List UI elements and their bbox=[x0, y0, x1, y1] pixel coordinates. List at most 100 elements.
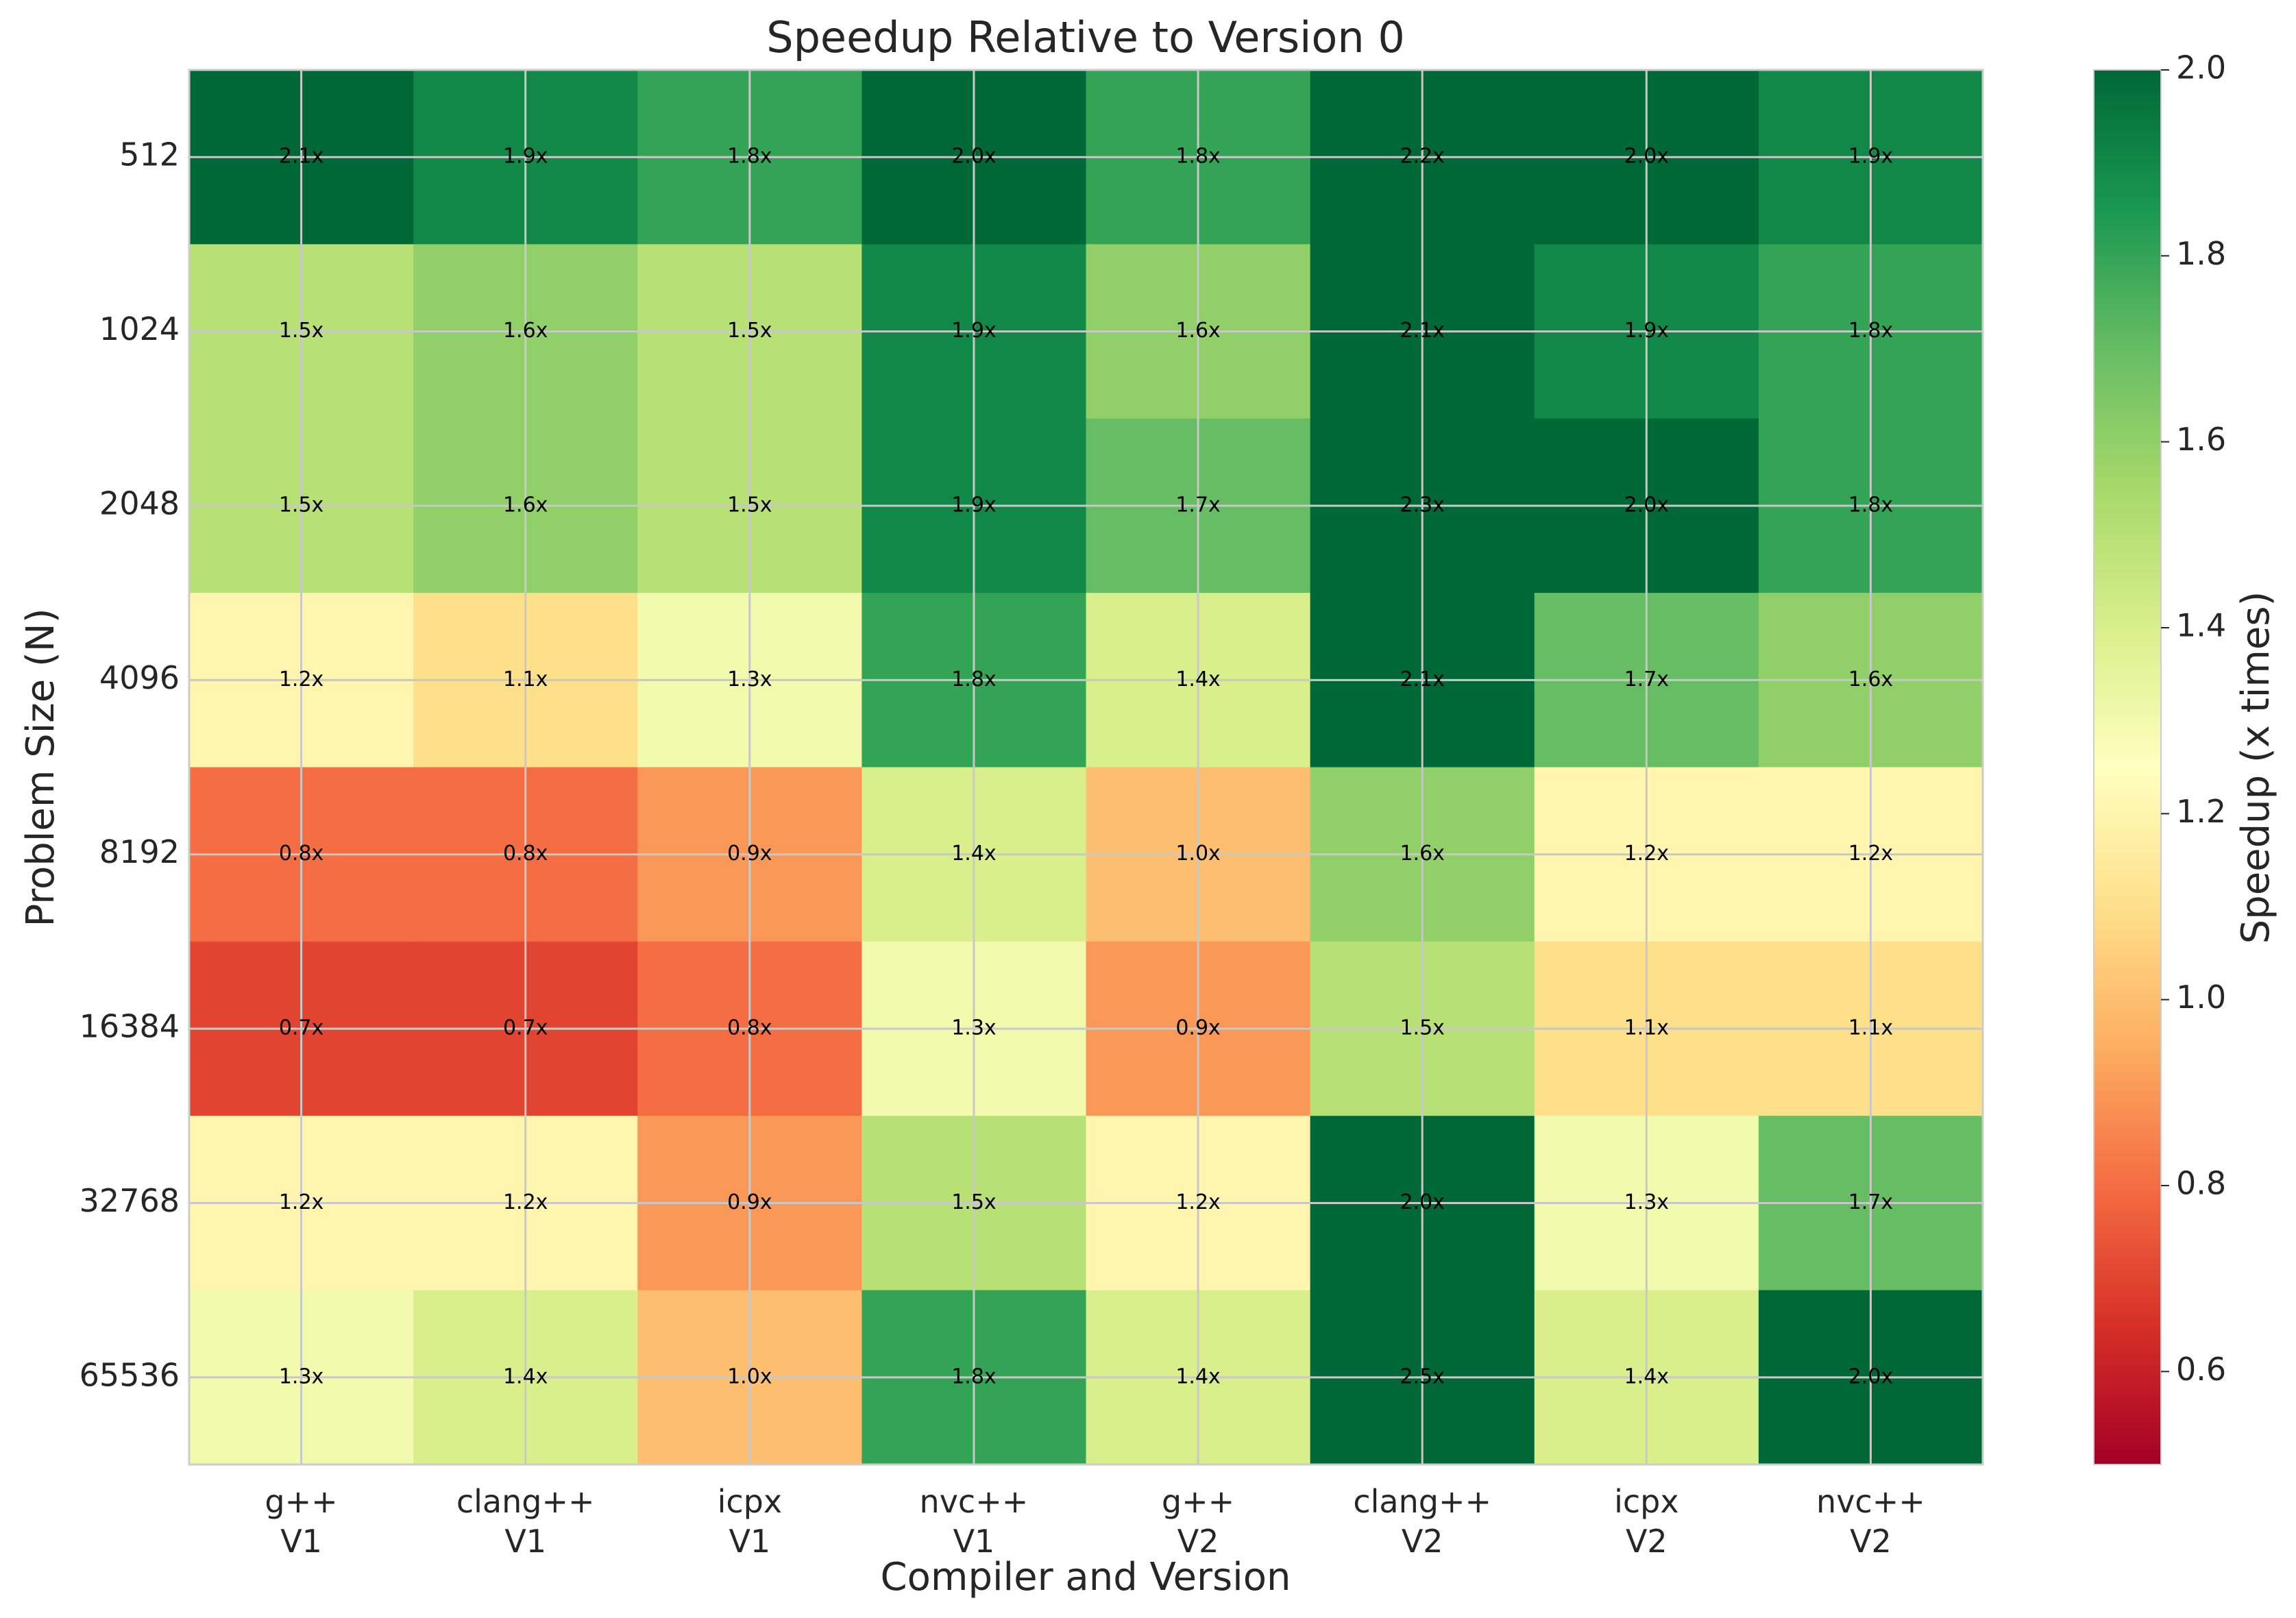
x-tick-label-compiler: clang++ bbox=[1353, 1483, 1491, 1520]
x-tick-label-version: V1 bbox=[280, 1523, 322, 1560]
y-tick-label: 2048 bbox=[99, 485, 180, 522]
x-tick-label-compiler: clang++ bbox=[456, 1483, 595, 1520]
cell-value-label: 1.7x bbox=[1624, 667, 1669, 691]
cell-value-label: 1.5x bbox=[279, 493, 323, 517]
y-tick-label: 65536 bbox=[80, 1356, 180, 1393]
colorbar-label: Speedup (x times) bbox=[2234, 591, 2278, 944]
y-tick-label: 32768 bbox=[80, 1182, 180, 1219]
cell-value-label: 1.6x bbox=[1400, 842, 1444, 866]
cell-value-label: 0.9x bbox=[727, 842, 772, 866]
cell-value-label: 1.4x bbox=[1624, 1364, 1669, 1388]
cell-value-label: 1.7x bbox=[1848, 1190, 1893, 1214]
x-tick-label-compiler: g++ bbox=[1162, 1483, 1234, 1520]
cell-value-label: 0.7x bbox=[503, 1016, 548, 1040]
colorbar-tick-label: 1.6 bbox=[2176, 421, 2226, 458]
cell-value-label: 0.9x bbox=[727, 1190, 772, 1214]
cell-value-label: 1.6x bbox=[503, 493, 548, 517]
chart-title: Speedup Relative to Version 0 bbox=[766, 12, 1405, 62]
cell-value-label: 1.9x bbox=[1848, 145, 1893, 169]
y-tick-label: 512 bbox=[119, 136, 180, 173]
cell-value-label: 1.7x bbox=[1175, 493, 1220, 517]
cell-value-label: 2.1x bbox=[1400, 319, 1444, 343]
x-axis-label: Compiler and Version bbox=[881, 1555, 1291, 1599]
cell-value-label: 2.0x bbox=[1848, 1364, 1893, 1388]
cell-value-label: 1.0x bbox=[727, 1364, 772, 1388]
cell-labels: 2.1x 1.9x 1.8x 2.0x 1.8x 2.2x 2.0x 1.9x 1.5x 1.6x… bbox=[279, 145, 1893, 1389]
cell-value-label: 1.0x bbox=[1175, 842, 1220, 866]
cell-value-label: 1.6x bbox=[1175, 319, 1220, 343]
colorbar-tick-label: 1.2 bbox=[2176, 793, 2226, 830]
cell-value-label: 1.2x bbox=[279, 667, 323, 691]
colorbar-tick-label: 0.8 bbox=[2176, 1165, 2226, 1202]
x-tick-label-version: V1 bbox=[729, 1523, 770, 1560]
colorbar bbox=[2093, 69, 2162, 1465]
cell-value-label: 2.1x bbox=[1400, 667, 1444, 691]
cell-value-label: 0.9x bbox=[1175, 1016, 1220, 1040]
cell-value-label: 1.8x bbox=[951, 667, 996, 691]
cell-value-label: 0.8x bbox=[503, 842, 548, 866]
y-tick-label: 4096 bbox=[99, 659, 180, 696]
x-tick-label-compiler: nvc++ bbox=[1816, 1483, 1925, 1520]
x-tick-label-version: V2 bbox=[1626, 1523, 1668, 1560]
cell-value-label: 1.9x bbox=[1624, 319, 1669, 343]
y-axis-ticks: 512 1024 2048 4096 8192 16384 32768 65536 bbox=[80, 136, 180, 1394]
cell-value-label: 1.1x bbox=[1624, 1016, 1669, 1040]
cell-value-label: 1.5x bbox=[727, 493, 772, 517]
x-tick-label-version: V2 bbox=[1402, 1523, 1443, 1560]
x-tick-label-version: V2 bbox=[1177, 1523, 1219, 1560]
cell-value-label: 1.4x bbox=[1175, 667, 1220, 691]
colorbar-tick-label: 0.6 bbox=[2176, 1351, 2226, 1388]
cell-value-label: 1.2x bbox=[1175, 1190, 1220, 1214]
cell-value-label: 1.8x bbox=[1848, 493, 1893, 517]
cell-value-label: 2.3x bbox=[1400, 493, 1444, 517]
cell-value-label: 1.6x bbox=[503, 319, 548, 343]
cell-value-label: 1.8x bbox=[727, 145, 772, 169]
x-tick-label-version: V1 bbox=[504, 1523, 546, 1560]
colorbar-tick-label: 2.0 bbox=[2176, 49, 2226, 86]
x-tick-label-compiler: nvc++ bbox=[920, 1483, 1029, 1520]
cell-value-label: 1.2x bbox=[1848, 842, 1893, 866]
heatmap-cells bbox=[189, 70, 1983, 1465]
plot-frame bbox=[188, 69, 1984, 1466]
cell-value-label: 1.8x bbox=[1848, 319, 1893, 343]
cell-value-label: 1.8x bbox=[1175, 145, 1220, 169]
cell-value-label: 1.5x bbox=[1400, 1016, 1444, 1040]
cell-value-label: 1.2x bbox=[1624, 842, 1669, 866]
x-tick-label-version: V1 bbox=[953, 1523, 995, 1560]
cell-value-label: 1.9x bbox=[951, 319, 996, 343]
cell-value-label: 0.7x bbox=[279, 1016, 323, 1040]
cell-value-label: 1.5x bbox=[279, 319, 323, 343]
colorbar-tick-label: 1.4 bbox=[2176, 607, 2226, 644]
y-tick-label: 1024 bbox=[99, 310, 180, 347]
x-tick-label-compiler: icpx bbox=[1614, 1483, 1679, 1520]
cell-value-label: 1.2x bbox=[279, 1190, 323, 1214]
cell-value-label: 1.4x bbox=[1175, 1364, 1220, 1388]
cell-value-label: 2.5x bbox=[1400, 1364, 1444, 1388]
cell-value-label: 2.2x bbox=[1400, 145, 1444, 169]
cell-value-label: 1.3x bbox=[279, 1364, 323, 1388]
cell-value-label: 1.1x bbox=[1848, 1016, 1893, 1040]
cell-value-label: 1.3x bbox=[1624, 1190, 1669, 1214]
cell-value-label: 1.5x bbox=[727, 319, 772, 343]
cell-value-label: 2.1x bbox=[279, 145, 323, 169]
y-axis-label: Problem Size (N) bbox=[19, 608, 63, 927]
cell-value-label: 1.3x bbox=[727, 667, 772, 691]
cell-value-label: 2.0x bbox=[1624, 145, 1669, 169]
cell-value-label: 1.6x bbox=[1848, 667, 1893, 691]
cell-value-label: 2.0x bbox=[1624, 493, 1669, 517]
cell-value-label: 1.3x bbox=[951, 1016, 996, 1040]
cell-value-label: 2.0x bbox=[1400, 1190, 1444, 1214]
colorbar-tick-label: 1.0 bbox=[2176, 979, 2226, 1016]
x-tick-label-version: V2 bbox=[1850, 1523, 1892, 1560]
cell-value-label: 1.4x bbox=[951, 842, 996, 866]
cell-value-label: 1.8x bbox=[951, 1364, 996, 1388]
cell-value-label: 1.9x bbox=[503, 145, 548, 169]
cell-value-label: 1.4x bbox=[503, 1364, 548, 1388]
y-tick-label: 16384 bbox=[80, 1008, 180, 1045]
cell-value-label: 1.5x bbox=[951, 1190, 996, 1214]
cell-value-label: 0.8x bbox=[727, 1016, 772, 1040]
x-tick-label-compiler: g++ bbox=[265, 1483, 337, 1520]
colorbar-ticks: 0.6 0.8 1.0 1.2 1.4 1.6 1.8 2.0 bbox=[2161, 49, 2226, 1388]
cell-value-label: 0.8x bbox=[279, 842, 323, 866]
